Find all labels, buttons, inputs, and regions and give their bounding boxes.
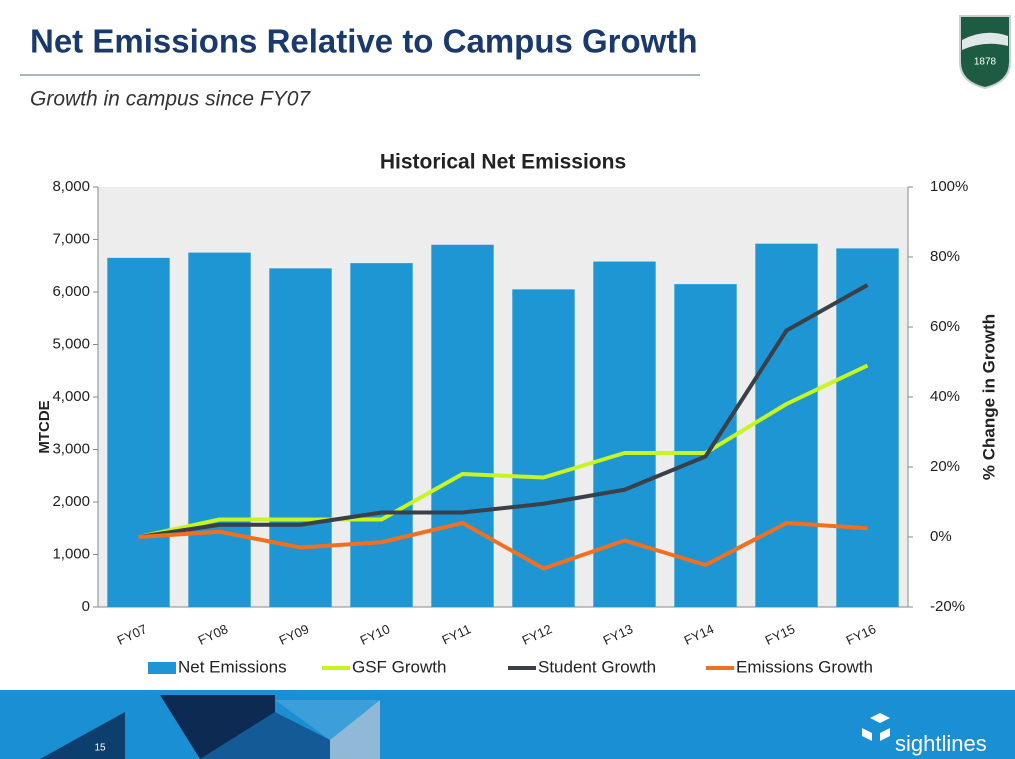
chart-title: Historical Net Emissions [380,151,626,174]
y-tick-label: 1,000 [52,545,90,562]
x-tick-label: FY10 [358,621,393,648]
bar [269,268,332,607]
legend-label: Student Growth [538,657,656,676]
y2-tick-label: -20% [930,598,965,615]
bar [593,261,656,607]
bar [107,257,170,607]
y2-tick-label: 80% [930,248,960,265]
x-tick-label: FY09 [277,621,312,648]
x-tick-label: FY11 [440,621,474,647]
y-tick-label: 3,000 [52,440,90,457]
y2-axis-label: % Change in Growth [979,314,998,480]
slide-subtitle: Growth in campus since FY07 [30,88,311,111]
line [138,363,869,539]
y-tick-label: 6,000 [52,283,90,300]
x-tick-label: FY08 [196,621,231,648]
y-axis-label: MTCDE [36,400,53,453]
y2-tick-label: 60% [930,318,960,335]
y-tick-label: 7,000 [52,230,90,247]
slide-title: Net Emissions Relative to Campus Growth [30,23,697,60]
x-tick-label: FY14 [682,621,717,648]
logo: 1878 [959,15,1011,90]
bar [350,263,413,607]
y-tick-label: 8,000 [52,178,90,195]
x-tick-label: FY15 [763,621,798,648]
x-tick-label: FY07 [115,621,150,648]
legend-label: Net Emissions [178,657,287,676]
y2-tick-label: 0% [930,528,952,545]
y-tick-label: 2,000 [52,493,90,510]
legend-label: Emissions Growth [736,657,873,676]
y2-tick-label: 100% [930,178,968,195]
logo-text: 1878 [974,57,997,68]
line [138,283,869,539]
page-number: 15 [94,743,106,754]
legend-swatch [148,662,176,674]
bar [512,289,575,607]
legend-label: GSF Growth [352,657,446,676]
brand: sightlines [895,731,987,756]
bar [188,252,251,607]
x-tick-label: FY13 [601,621,636,648]
bar [836,248,899,608]
x-tick-label: FY12 [520,621,555,648]
y-tick-label: 0 [82,598,90,615]
y-tick-label: 4,000 [52,388,90,405]
y2-tick-label: 40% [930,388,960,405]
bar [755,243,818,607]
x-tick-label: FY16 [844,621,879,648]
line [138,521,868,571]
y2-tick-label: 20% [930,458,960,475]
y-tick-label: 5,000 [52,335,90,352]
bar [431,244,494,607]
footer: 15 sightlines [0,690,1015,759]
